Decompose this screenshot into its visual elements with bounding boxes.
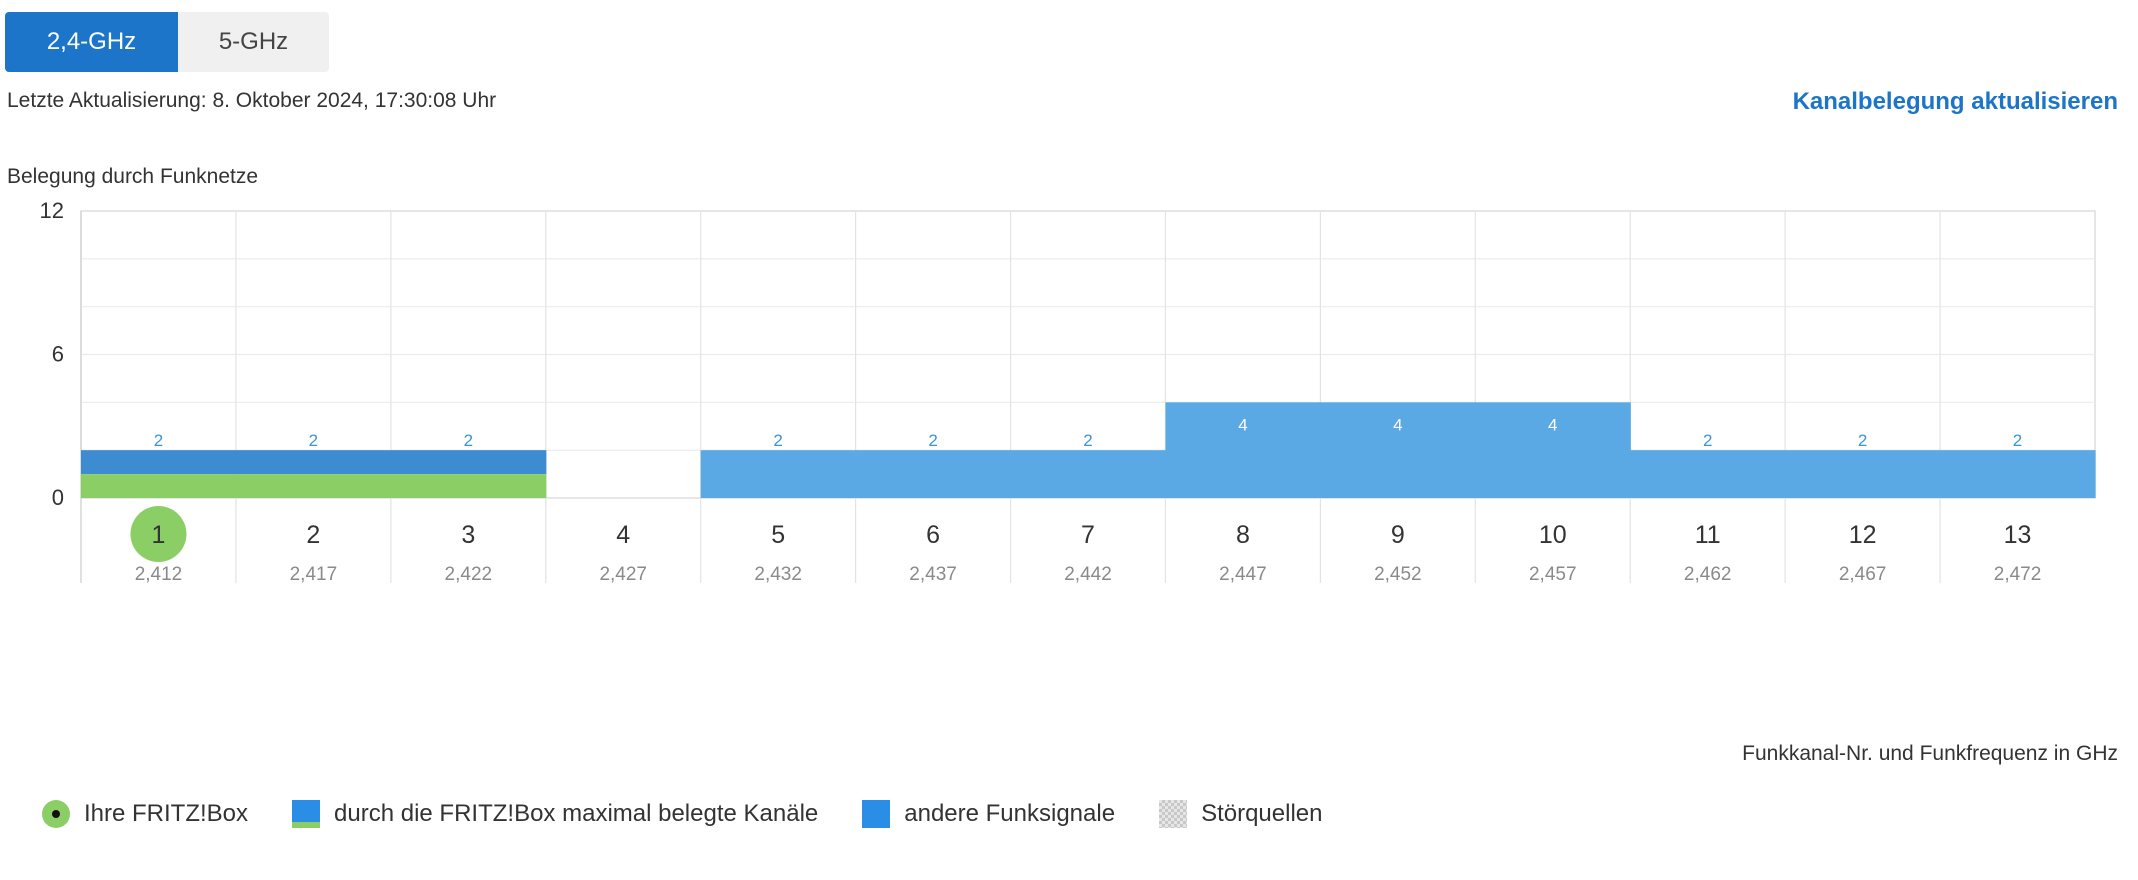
legend-item-fritzbox: Ihre FRITZ!Box xyxy=(42,800,248,828)
bar-fritzbox-green-ch2 xyxy=(235,474,392,498)
bar-other-ch11 xyxy=(1630,450,1786,498)
data-label-ch6: 2 xyxy=(928,431,937,450)
y-tick-label: 0 xyxy=(52,485,64,510)
x-tick-label-ch9: 9 xyxy=(1391,521,1405,549)
other-signals-swatch-icon xyxy=(862,800,891,828)
bar-other-ch8 xyxy=(1165,402,1321,498)
x-tick-label-ch10: 10 xyxy=(1539,521,1567,549)
x-tick-label-ch5: 5 xyxy=(771,521,785,549)
data-label-ch5: 2 xyxy=(773,431,782,450)
x-tick-label-ch4: 4 xyxy=(616,521,630,549)
data-label-ch13: 2 xyxy=(2013,431,2022,450)
last-update-text: Letzte Aktualisierung: 8. Oktober 2024, … xyxy=(7,89,497,112)
refresh-channels-link[interactable]: Kanalbelegung aktualisieren xyxy=(1792,88,2118,115)
data-label-ch11: 2 xyxy=(1703,431,1712,450)
data-label-ch9: 4 xyxy=(1393,415,1402,434)
data-label-ch7: 2 xyxy=(1083,431,1092,450)
bar-other-ch10 xyxy=(1475,402,1631,498)
bar-fritzbox-ch2 xyxy=(235,450,392,475)
frequency-label-ch12: 2,467 xyxy=(1839,564,1887,585)
legend-item-max-channels: durch die FRITZ!Box maximal belegte Kanä… xyxy=(292,800,818,828)
frequency-label-ch1: 2,412 xyxy=(135,564,183,585)
bar-fritzbox-green-ch3 xyxy=(390,474,547,498)
x-axis-caption: Funkkanal-Nr. und Funkfrequenz in GHz xyxy=(1742,742,2118,765)
band-switch: 2,4-GHz 5-GHz xyxy=(5,12,329,72)
y-tick-label: 12 xyxy=(40,198,64,223)
chart-legend: Ihre FRITZ!Box durch die FRITZ!Box maxim… xyxy=(42,800,1366,828)
frequency-label-ch2: 2,417 xyxy=(290,564,338,585)
y-tick-label: 6 xyxy=(52,342,64,367)
chart-title: Belegung durch Funknetze xyxy=(7,165,259,188)
frequency-label-ch7: 2,442 xyxy=(1064,564,1112,585)
x-tick-label-ch1: 1 xyxy=(152,521,166,549)
fritzbox-marker-icon xyxy=(42,800,70,828)
bar-fritzbox-ch1 xyxy=(81,450,237,475)
x-tick-label-ch12: 12 xyxy=(1849,521,1877,549)
tab-5-ghz[interactable]: 5-GHz xyxy=(178,12,329,72)
legend-label-other-signals: andere Funksignale xyxy=(904,800,1116,827)
channel-occupancy-chart: 0 6 12 2 2 2 2 2 2 4 4 4 2 2 2 1 2,412 2 2,417 3 2,422 4 2,427… xyxy=(40,198,2096,585)
bar-other-ch7 xyxy=(1010,450,1167,498)
legend-label-max-channels: durch die FRITZ!Box maximal belegte Kanä… xyxy=(334,800,819,827)
x-tick-label-ch7: 7 xyxy=(1081,521,1095,549)
data-label-ch1: 2 xyxy=(154,431,163,450)
frequency-label-ch4: 2,427 xyxy=(599,564,647,585)
frequency-label-ch11: 2,462 xyxy=(1684,564,1732,585)
bar-other-ch12 xyxy=(1785,450,1941,498)
x-tick-label-ch6: 6 xyxy=(926,521,940,549)
bar-other-ch6 xyxy=(855,450,1012,498)
max-channels-swatch-icon xyxy=(292,800,321,828)
data-label-ch12: 2 xyxy=(1858,431,1867,450)
x-tick-label-ch3: 3 xyxy=(461,521,475,549)
data-label-ch8: 4 xyxy=(1238,415,1247,434)
bar-other-ch13 xyxy=(1940,450,2096,498)
bar-fritzbox-ch3 xyxy=(390,450,547,475)
frequency-label-ch6: 2,437 xyxy=(909,564,957,585)
x-tick-label-ch11: 11 xyxy=(1695,521,1721,549)
bar-other-ch5 xyxy=(700,450,857,498)
frequency-label-ch10: 2,457 xyxy=(1529,564,1577,585)
x-tick-label-ch8: 8 xyxy=(1236,521,1250,549)
x-tick-label-ch2: 2 xyxy=(306,521,320,549)
bar-other-ch9 xyxy=(1320,402,1476,498)
tab-2-4-ghz[interactable]: 2,4-GHz xyxy=(5,12,178,72)
legend-item-interference: Störquellen xyxy=(1159,800,1322,828)
frequency-label-ch13: 2,472 xyxy=(1994,564,2042,585)
frequency-label-ch3: 2,422 xyxy=(445,564,493,585)
legend-item-other-signals: andere Funksignale xyxy=(862,800,1115,828)
x-tick-label-ch13: 13 xyxy=(2004,521,2032,549)
interference-swatch-icon xyxy=(1159,800,1188,828)
frequency-label-ch8: 2,447 xyxy=(1219,564,1267,585)
legend-label-interference: Störquellen xyxy=(1201,800,1323,827)
data-label-ch3: 2 xyxy=(464,431,473,450)
fritzbox-channel-marker xyxy=(130,506,187,562)
data-label-ch10: 4 xyxy=(1548,415,1557,434)
frequency-label-ch9: 2,452 xyxy=(1374,564,1422,585)
frequency-label-ch5: 2,432 xyxy=(754,564,802,585)
legend-label-fritzbox: Ihre FRITZ!Box xyxy=(84,800,249,827)
bar-fritzbox-green-ch1 xyxy=(81,474,237,498)
data-label-ch2: 2 xyxy=(309,431,318,450)
